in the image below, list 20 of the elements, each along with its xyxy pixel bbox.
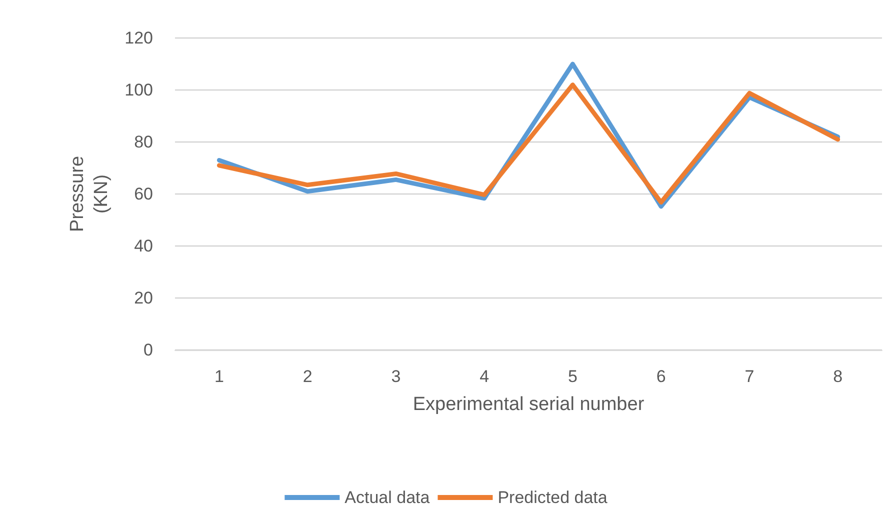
x-tick-label: 6 [656,367,666,386]
x-tick-label: 8 [833,367,843,386]
y-axis-title: Pressure (KN) [67,156,112,232]
x-tick-label: 4 [480,367,490,386]
y-tick-label: 60 [134,184,153,204]
line-series [216,82,840,205]
x-tick-label: 7 [744,367,754,386]
y-tick-label: 100 [124,80,153,100]
x-tick-label: 2 [302,367,312,386]
x-tick-label: 5 [568,367,578,386]
y-tick-label: 40 [134,236,153,256]
legend-label: Predicted data [498,488,608,507]
y-tick-label: 20 [134,288,153,308]
x-tick-label: 3 [391,367,401,386]
x-axis-title: Experimental serial number [412,394,645,415]
y-tick-label: 120 [124,28,153,48]
y-tick-label: 0 [144,340,153,360]
y-tick-label: 80 [134,132,153,152]
x-tick-label: 1 [214,367,224,386]
legend-label: Actual data [344,488,430,507]
